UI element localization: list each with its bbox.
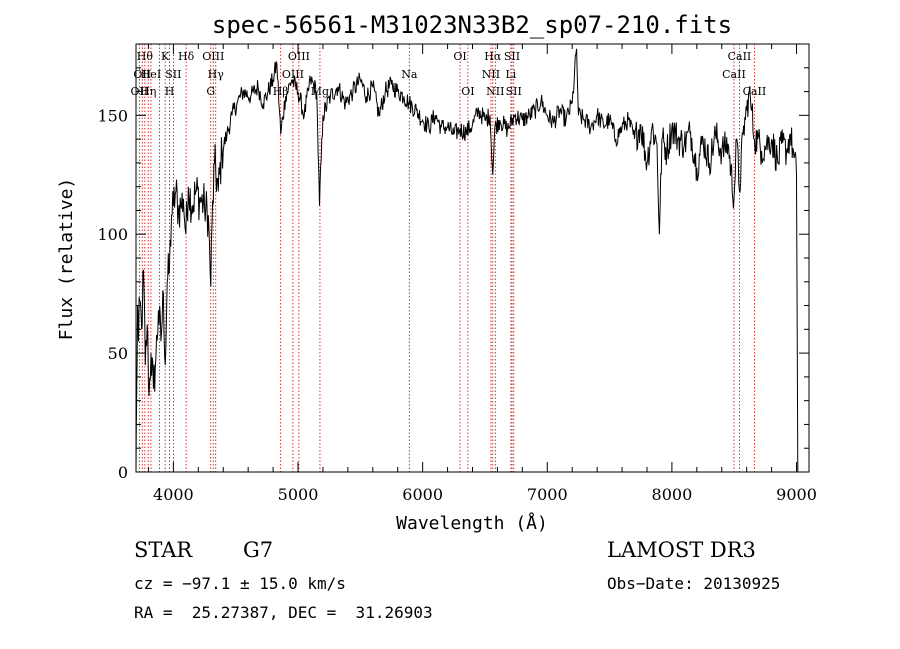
line-marker-label: SII — [504, 50, 520, 63]
line-marker-label: Na — [401, 68, 418, 81]
x-tick-label: 8000 — [652, 485, 693, 504]
spectrum-line — [135, 48, 799, 473]
object-class: STAR — [134, 538, 193, 562]
y-tick-label: 50 — [108, 344, 128, 363]
line-marker-label: SII — [165, 68, 181, 81]
line-markers — [138, 44, 755, 472]
x-tick-label: 6000 — [402, 485, 443, 504]
line-marker-label: OI — [453, 50, 466, 63]
line-marker-label: OIII — [282, 68, 304, 81]
y-tick-label: 100 — [97, 225, 128, 244]
x-tick-label: 9000 — [776, 485, 817, 504]
chart-title: spec-56561-M31023N33B2_sp07-210.fits — [212, 11, 732, 39]
y-axis-label: Flux (relative) — [56, 178, 77, 341]
plot-frame — [135, 43, 810, 473]
object-subclass: G7 — [243, 538, 274, 562]
coordinates: RA = 25.27387, DEC = 31.26903 — [134, 603, 433, 622]
line-marker-label: Hα — [484, 50, 502, 63]
x-tick-label: 5000 — [278, 485, 319, 504]
line-marker-labels: OIIOIIHθHηHeIKHSIIHδGOIIIHγHβOIIIOIIIMgN… — [131, 50, 767, 98]
line-marker-label: CaII — [728, 50, 752, 63]
obs-date: Obs−Date: 20130925 — [607, 574, 781, 593]
line-marker-label: Hγ — [208, 68, 225, 81]
line-marker-label: Hη — [140, 85, 156, 98]
line-marker-label: H — [165, 85, 175, 98]
line-marker-label: Hβ — [273, 85, 289, 98]
line-marker-label: OI — [461, 85, 474, 98]
y-tick-label: 150 — [97, 106, 128, 125]
y-tick-label: 0 — [118, 463, 128, 482]
line-marker-label: CaII — [743, 85, 767, 98]
line-marker-label: Hθ — [137, 50, 154, 63]
line-marker-label: OIII — [288, 50, 310, 63]
line-marker-label: NII — [482, 68, 500, 81]
line-marker-label: K — [161, 50, 170, 63]
line-marker-label: HeI — [141, 68, 161, 81]
y-axis-ticks: 0 50 100 150 — [97, 43, 809, 482]
line-marker-label: SII — [506, 85, 522, 98]
x-axis-ticks: 4000 5000 6000 7000 8000 9000 — [147, 44, 817, 504]
line-marker-label: OIII — [202, 50, 224, 63]
survey-label: LAMOST DR3 — [607, 538, 756, 562]
line-marker-label: Li — [505, 68, 516, 81]
x-tick-label: 4000 — [153, 485, 194, 504]
line-marker-label: Hδ — [178, 50, 195, 63]
redshift-readout: cz = −97.1 ± 15.0 km/s — [134, 574, 346, 593]
line-marker-label: CaII — [722, 68, 746, 81]
x-axis-label: Wavelength (Å) — [396, 512, 548, 534]
x-tick-label: 7000 — [527, 485, 568, 504]
line-marker-label: NII — [486, 85, 504, 98]
line-marker-label: G — [206, 85, 215, 98]
line-marker-label: OII — [133, 68, 151, 81]
